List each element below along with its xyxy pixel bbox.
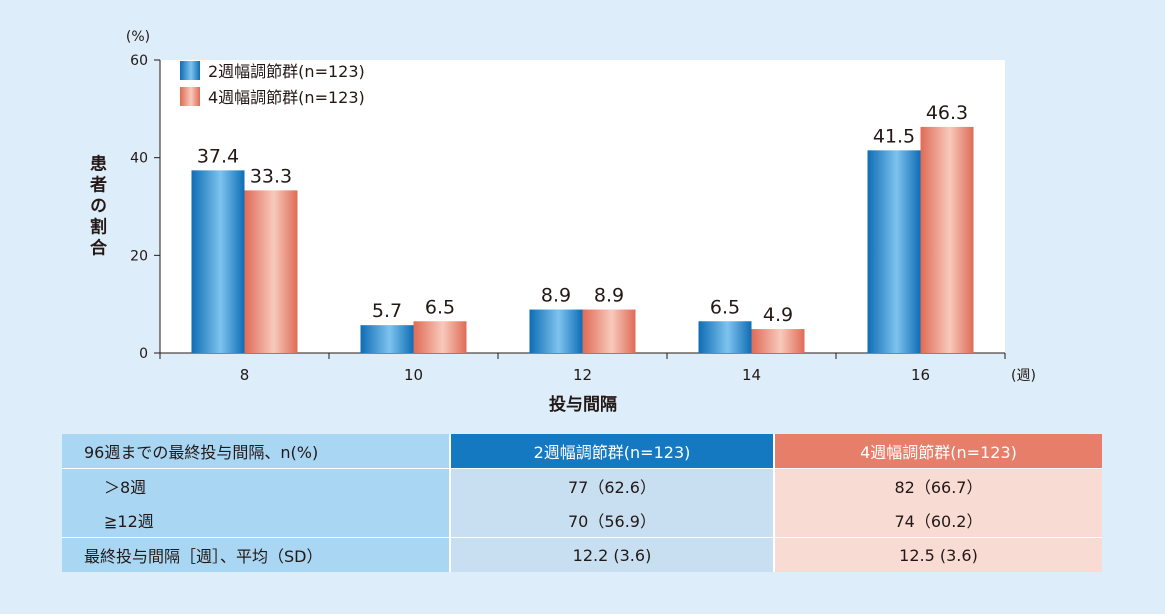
x-tick-label: 8	[240, 366, 250, 384]
y-tick-label: 60	[130, 53, 148, 69]
bar-4week-group	[582, 309, 636, 353]
table-header-4week-group: 4週幅調節群(n=123)	[773, 434, 1102, 469]
bar-2week-group	[529, 309, 583, 353]
y-tick-label: 20	[130, 248, 148, 264]
table-row: ≧12週 70（56.9） 74（60.2）	[62, 503, 1102, 538]
data-label: 4.9	[763, 304, 793, 326]
summary-cell-4week-group: 12.5 (3.6)	[773, 537, 1102, 572]
x-unit-label: (週)	[1011, 368, 1036, 384]
data-label: 5.7	[372, 300, 402, 322]
table-header-row: 96週までの最終投与間隔、n(%) 2週幅調節群(n=123) 4週幅調節群(n…	[62, 434, 1102, 469]
data-label: 33.3	[250, 165, 292, 187]
cell-4week-group: 82（66.7）	[773, 468, 1102, 503]
x-axis: 8 10 12 14 16	[159, 352, 1006, 384]
data-label: 37.4	[197, 145, 239, 167]
cell-2week-group: 77（62.6）	[449, 468, 774, 503]
bar-2week-group	[191, 170, 245, 353]
x-tick-label: 14	[742, 366, 761, 384]
legend-label: 2週幅調節群(n=123)	[208, 62, 365, 81]
bar-4week-group	[920, 126, 974, 353]
bar-2week-group	[698, 321, 752, 353]
bar-2week-group	[360, 325, 414, 353]
summary-table: 96週までの最終投与間隔、n(%) 2週幅調節群(n=123) 4週幅調節群(n…	[62, 434, 1102, 572]
x-axis-title: 投与間隔	[549, 394, 617, 415]
bar-chart: 0 20 40 60 8 10 12 14 16 (%) (週) 投与間隔 患者の割合 37.…	[86, 29, 1036, 415]
row-label: ＞8週	[62, 468, 450, 503]
summary-row-label: 最終投与間隔［週］、平均（SD）	[62, 537, 450, 572]
x-tick-label: 16	[911, 366, 930, 384]
x-tick-label: 12	[573, 366, 592, 384]
cell-2week-group: 70（56.9）	[449, 503, 774, 538]
bars: 37.4 33.3 5.7 6.5 8.9 8.9 6.5 4.9 41.5 46.3	[191, 102, 974, 353]
data-label: 41.5	[873, 125, 915, 147]
data-label: 8.9	[541, 285, 571, 307]
y-unit-label: (%)	[126, 29, 150, 45]
y-tick-label: 40	[130, 151, 148, 167]
y-axis: 0 20 40 60	[130, 53, 161, 362]
data-label: 6.5	[710, 296, 740, 318]
bar-4week-group	[413, 321, 467, 353]
cell-4week-group: 74（60.2）	[773, 503, 1102, 538]
table-header-2week-group: 2週幅調節群(n=123)	[449, 434, 774, 469]
summary-cell-2week-group: 12.2 (3.6)	[449, 537, 774, 572]
table-row: ＞8週 77（62.6） 82（66.7）	[62, 468, 1102, 503]
y-tick-label: 0	[139, 346, 148, 362]
legend-swatch	[180, 87, 200, 106]
data-label: 46.3	[926, 102, 968, 124]
data-label: 6.5	[425, 296, 455, 318]
table-summary-row: 最終投与間隔［週］、平均（SD） 12.2 (3.6) 12.5 (3.6)	[62, 537, 1102, 572]
table-header-label: 96週までの最終投与間隔、n(%)	[62, 434, 450, 469]
x-tick-label: 10	[404, 366, 423, 384]
bar-4week-group	[751, 329, 805, 353]
row-label: ≧12週	[62, 503, 450, 538]
legend: 2週幅調節群(n=123) 4週幅調節群(n=123)	[180, 61, 365, 107]
data-label: 8.9	[594, 285, 624, 307]
legend-swatch	[180, 61, 200, 80]
bar-2week-group	[867, 150, 921, 353]
y-axis-title: 患者の割合	[86, 154, 108, 259]
legend-label: 4週幅調節群(n=123)	[208, 88, 365, 107]
bar-4week-group	[244, 190, 298, 353]
plot-area	[160, 60, 1005, 353]
